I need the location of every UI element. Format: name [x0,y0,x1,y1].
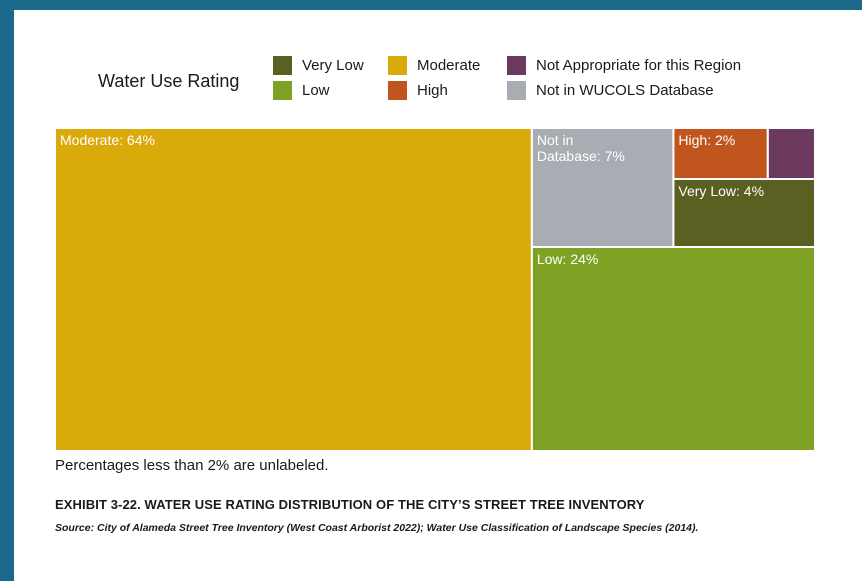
treemap-tile-high [672,128,769,180]
treemap-tile-not-in-wucols-database [530,128,675,248]
legend-label-low: Low [302,81,330,99]
legend-label-not-appropriate: Not Appropriate for this Region [536,56,742,74]
treemap-label-very-low: Very Low: 4% [678,183,764,199]
treemap-tile-moderate [55,128,533,451]
legend-title: Water Use Rating [98,71,240,91]
treemap-tile-very-low [672,178,815,248]
legend-swatch-moderate [388,55,407,75]
treemap-label-high: High: 2% [678,132,735,148]
legend-swatch-high [388,80,407,100]
treemap-label-not-in-wucols-database: Not in Database: 7% [537,132,625,164]
footnote: Percentages less than 2% are unlabeled. [55,457,329,474]
legend-item-moderate: Moderate [388,55,480,75]
treemap-label-moderate: Moderate: 64% [60,132,155,148]
treemap-chart: Moderate: 64% Not in Database: 7% High: 2% V… [55,128,815,451]
legend-swatch-very-low [273,55,292,75]
exhibit-card: Water Use Rating Very Low Low Moderate H… [14,10,862,581]
legend-item-very-low: Very Low [273,55,364,75]
legend-item-low: Low [273,80,330,100]
exhibit-title: EXHIBIT 3-22. WATER USE RATING DISTRIBUT… [55,497,645,512]
legend-item-high: High [388,80,448,100]
legend-item-not-appropriate: Not Appropriate for this Region [507,55,741,75]
legend-label-very-low: Very Low [302,56,364,74]
treemap-tile-low [530,246,815,451]
legend-swatch-not-in-database [507,80,526,100]
legend-swatch-low [273,80,292,100]
legend-label-moderate: Moderate [417,56,481,74]
treemap-label-low: Low: 24% [537,251,598,267]
legend-label-not-in-database: Not in WUCOLS Database [536,81,714,99]
source-citation: Source: City of Alameda Street Tree Inve… [55,522,699,534]
legend-swatch-not-appropriate [507,55,526,75]
treemap-tile-not-appropriate-for-this-region [766,128,815,180]
legend-item-not-in-database: Not in WUCOLS Database [507,80,714,100]
legend-label-high: High [417,81,448,99]
